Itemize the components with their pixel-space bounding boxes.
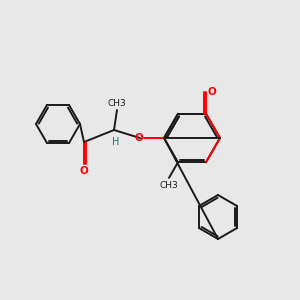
- Text: O: O: [207, 87, 216, 97]
- Text: O: O: [80, 166, 88, 176]
- Text: CH3: CH3: [108, 99, 126, 108]
- Text: O: O: [134, 133, 143, 143]
- Text: H: H: [112, 137, 120, 147]
- Text: CH3: CH3: [160, 181, 178, 190]
